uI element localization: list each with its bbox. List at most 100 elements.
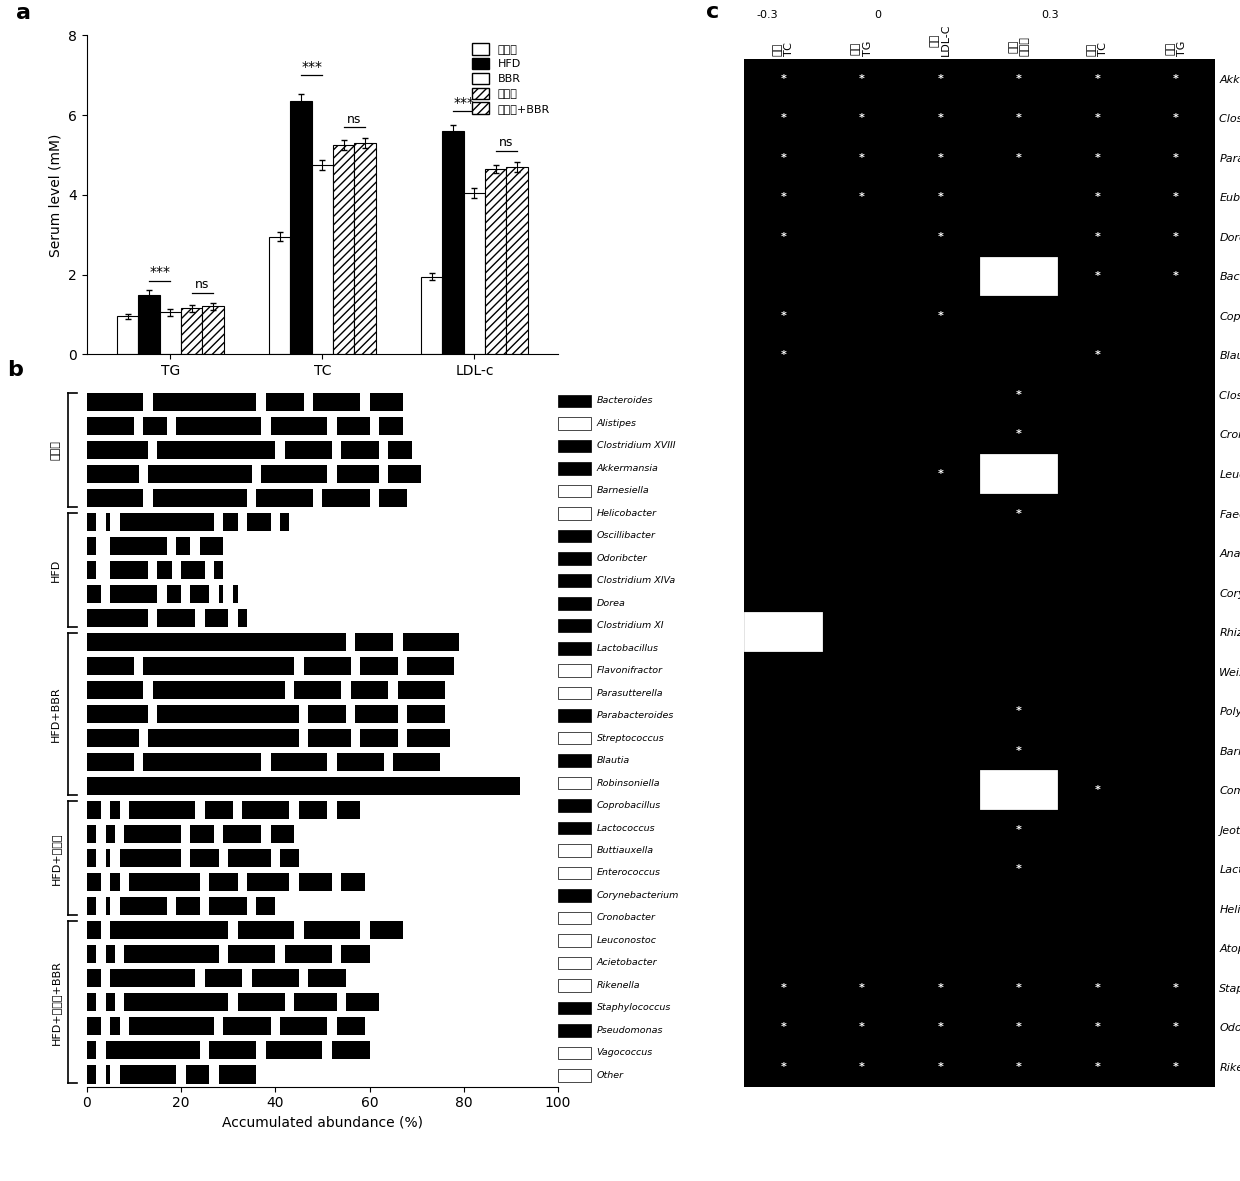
Bar (1058, 59, 1137, 98)
Bar (157, 561, 171, 579)
Bar (148, 465, 252, 483)
Text: *: * (780, 73, 786, 84)
Bar (901, 1048, 980, 1087)
Bar (1058, 494, 1137, 534)
Bar (87, 873, 100, 892)
Text: *: * (1095, 1023, 1100, 1032)
Bar (980, 612, 1058, 652)
Text: *: * (1016, 430, 1022, 439)
Bar (105, 513, 110, 531)
Bar (110, 537, 167, 555)
Bar (1137, 177, 1215, 217)
Bar (744, 494, 822, 534)
Bar (191, 826, 215, 843)
Bar (1137, 534, 1215, 573)
Bar (336, 753, 383, 771)
Bar (901, 138, 980, 177)
Bar (822, 534, 901, 573)
Text: *: * (1016, 1062, 1022, 1072)
Bar (388, 441, 412, 458)
Bar (558, 507, 590, 520)
Text: Staphylococcus: Staphylococcus (596, 1004, 671, 1012)
Text: Rikenella: Rikenella (596, 981, 640, 990)
Bar (233, 585, 238, 603)
Bar (124, 993, 228, 1011)
Text: *: * (937, 469, 944, 479)
Bar (332, 1042, 370, 1059)
Bar (407, 657, 454, 676)
Text: *: * (937, 73, 944, 84)
Text: Vagococcus: Vagococcus (596, 1049, 653, 1057)
Bar (901, 731, 980, 770)
Bar (269, 236, 290, 354)
Bar (1137, 849, 1215, 889)
Bar (200, 537, 223, 555)
Bar (280, 849, 299, 867)
Text: ns: ns (195, 278, 210, 291)
Bar (901, 691, 980, 731)
Bar (181, 561, 205, 579)
Text: *: * (937, 311, 944, 321)
Bar (153, 681, 285, 699)
Bar (506, 167, 527, 354)
Bar (822, 177, 901, 217)
Bar (980, 217, 1058, 256)
Text: *: * (1095, 983, 1100, 993)
Text: *: * (780, 351, 786, 360)
Bar (744, 691, 822, 731)
Bar (558, 979, 590, 992)
Bar (87, 1018, 100, 1036)
Bar (1058, 376, 1137, 415)
Bar (110, 585, 157, 603)
Bar (1058, 335, 1137, 376)
Bar (105, 993, 115, 1011)
Bar (744, 138, 822, 177)
Bar (148, 729, 299, 748)
Bar (311, 165, 334, 354)
Bar (822, 415, 901, 455)
Text: Odoribcter: Odoribcter (596, 554, 647, 563)
Bar (1058, 652, 1137, 691)
Bar (980, 573, 1058, 612)
Bar (744, 177, 822, 217)
Bar (120, 513, 215, 531)
Bar (87, 465, 139, 483)
Bar (822, 968, 901, 1007)
Bar (443, 131, 464, 354)
Text: ns: ns (347, 112, 362, 125)
Bar (980, 138, 1058, 177)
Bar (205, 970, 242, 987)
Bar (336, 801, 360, 820)
Bar (744, 98, 822, 138)
Bar (110, 561, 148, 579)
Text: *: * (937, 983, 944, 993)
Bar (980, 455, 1058, 494)
Text: *: * (1095, 351, 1100, 360)
Bar (558, 687, 590, 699)
Text: Flavonifractor: Flavonifractor (596, 666, 662, 676)
Bar (744, 59, 822, 98)
Bar (940, 0, 1050, 7)
Bar (558, 957, 590, 970)
Text: *: * (1173, 193, 1179, 202)
Bar (312, 393, 360, 411)
Text: Lactococcus: Lactococcus (596, 823, 655, 833)
Bar (558, 439, 590, 452)
Bar (87, 826, 97, 843)
Bar (87, 681, 144, 699)
Bar (110, 921, 228, 939)
Bar (388, 465, 422, 483)
Bar (558, 529, 590, 542)
Bar (153, 489, 247, 507)
Bar (341, 945, 370, 964)
Bar (280, 1018, 327, 1036)
Text: *: * (1173, 152, 1179, 163)
Bar (558, 777, 590, 789)
Bar (822, 217, 901, 256)
Bar (379, 417, 403, 435)
Bar (1137, 573, 1215, 612)
Text: *: * (1173, 272, 1179, 281)
Text: *: * (859, 983, 864, 993)
Text: Helicobacter: Helicobacter (596, 509, 657, 517)
Text: *: * (1173, 231, 1179, 242)
